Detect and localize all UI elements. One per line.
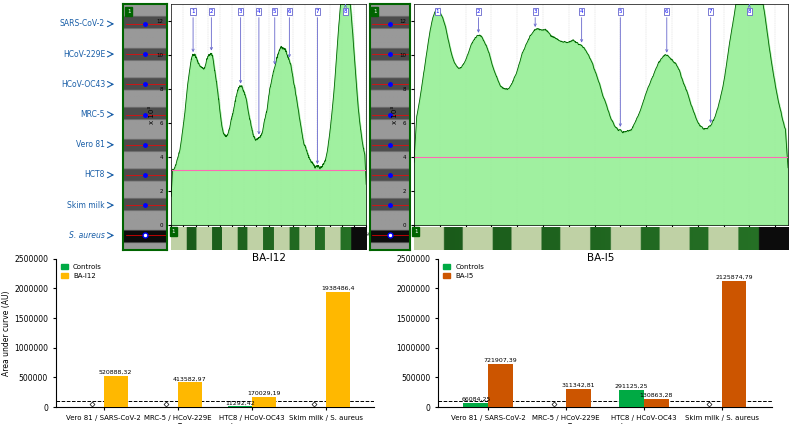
Text: HCoV-OC43: HCoV-OC43 [60, 80, 105, 89]
Text: SARS-CoV-2: SARS-CoV-2 [60, 20, 105, 28]
Text: 6: 6 [665, 9, 669, 52]
Text: 130863,28: 130863,28 [640, 393, 673, 398]
Bar [326, 292, 349, 407]
Text: 1: 1 [191, 9, 195, 51]
Bar [228, 406, 252, 407]
Text: 3: 3 [239, 9, 242, 83]
Text: 8: 8 [344, 5, 347, 14]
Legend: Controls, BA-I12: Controls, BA-I12 [59, 262, 103, 281]
Text: 66084,25: 66084,25 [461, 397, 490, 402]
Y-axis label: x 10³: x 10³ [392, 106, 398, 123]
Text: MRC-5: MRC-5 [80, 110, 105, 119]
Text: HCoV-229E: HCoV-229E [63, 50, 105, 59]
Text: 1938486,4: 1938486,4 [321, 286, 354, 291]
Text: 1: 1 [171, 229, 175, 234]
Bar [566, 388, 591, 407]
Text: BA-I5: BA-I5 [587, 253, 615, 263]
Bar [103, 376, 127, 407]
Text: 413582,97: 413582,97 [173, 377, 206, 382]
X-axis label: Pixel Position: Pixel Position [578, 243, 624, 249]
Text: Vero 81: Vero 81 [76, 140, 105, 149]
Text: 2: 2 [209, 9, 213, 50]
Text: 7: 7 [709, 9, 712, 122]
Text: 8: 8 [747, 5, 751, 14]
Text: HCT8: HCT8 [84, 170, 105, 179]
X-axis label: Pixel Position: Pixel Position [246, 243, 291, 249]
Bar [463, 403, 488, 407]
Text: 311342,81: 311342,81 [562, 382, 595, 388]
Text: 1: 1 [435, 9, 439, 14]
Bar [252, 397, 275, 407]
Text: 1: 1 [414, 229, 418, 234]
Bar [722, 281, 747, 407]
Text: 1: 1 [373, 9, 377, 14]
Bar [488, 364, 513, 407]
Text: 5: 5 [273, 9, 276, 64]
Y-axis label: Signal intensity (AU)
Area under curve (AU): Signal intensity (AU) Area under curve (… [0, 290, 11, 376]
Legend: Controls, BA-I5: Controls, BA-I5 [441, 262, 486, 281]
Text: 5: 5 [618, 9, 622, 126]
Text: 721907,39: 721907,39 [484, 358, 517, 363]
Text: Skim milk: Skim milk [68, 201, 105, 210]
Text: 4: 4 [257, 9, 260, 134]
Text: 2: 2 [477, 9, 480, 32]
Text: 520888,32: 520888,32 [99, 370, 132, 375]
Text: 7: 7 [316, 9, 319, 163]
Text: 4: 4 [579, 9, 583, 42]
Text: BA-I12: BA-I12 [252, 253, 286, 263]
Text: 1: 1 [127, 9, 131, 14]
Text: 11292,42: 11292,42 [225, 400, 255, 405]
Text: 291125,25: 291125,25 [615, 384, 648, 389]
Text: 6: 6 [287, 9, 291, 57]
Text: 3: 3 [533, 9, 537, 26]
Bar [644, 399, 669, 407]
Bar [178, 382, 201, 407]
Y-axis label: x 10³: x 10³ [149, 106, 155, 123]
Text: 170029,19: 170029,19 [247, 391, 280, 396]
Text: 2125874,79: 2125874,79 [716, 275, 753, 280]
Bar [619, 390, 644, 407]
Text: S. aureus: S. aureus [69, 231, 105, 240]
